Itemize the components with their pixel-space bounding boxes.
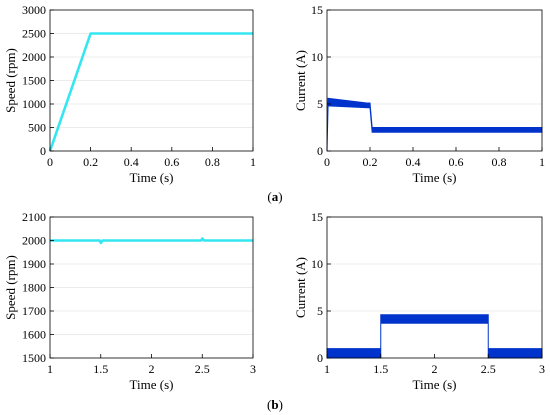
y-tick-label: 0 <box>317 144 323 158</box>
y-tick-label: 1900 <box>22 257 46 271</box>
x-tick-label: 3 <box>539 362 545 376</box>
x-tick-label: 1.5 <box>93 362 108 376</box>
chart-b-current: 0 5 10 15 1 1.5 2 2.5 3 Time (s) Current (A) <box>293 210 545 392</box>
x-tick-label: 2 <box>149 362 155 376</box>
x-tick-label: 2 <box>432 362 438 376</box>
y-tick-label: 0 <box>317 351 323 365</box>
y-tick-label: 500 <box>28 121 46 135</box>
y-tick-label: 2000 <box>22 50 46 64</box>
x-tick-label: 0.4 <box>406 155 421 169</box>
x-axis-label: Time (s) <box>413 377 457 392</box>
caption-a: (a) <box>267 189 283 204</box>
x-tick-label: 0.8 <box>492 155 507 169</box>
y-tick-label: 2500 <box>22 27 46 41</box>
y-tick-label: 10 <box>311 50 323 64</box>
caption-b-letter: b <box>271 397 279 412</box>
x-tick-label: 2.5 <box>481 362 496 376</box>
x-axis-label: Time (s) <box>130 377 174 392</box>
y-tick-label: 5 <box>317 97 323 111</box>
x-axis-label: Time (s) <box>130 170 174 185</box>
x-tick-label: 0.8 <box>205 155 220 169</box>
x-tick-label: 0.2 <box>363 155 378 169</box>
chart-a-speed: 0 500 1000 1500 2000 2500 3000 0 0.2 0.4 0.6 0.8 1 T… <box>3 3 256 185</box>
x-tick-label: 0 <box>324 155 330 169</box>
plot-area <box>327 217 542 358</box>
y-tick-label: 1600 <box>22 328 46 342</box>
y-tick-label: 5 <box>317 304 323 318</box>
x-tick-label: 2.5 <box>195 362 210 376</box>
x-tick-label: 1 <box>324 362 330 376</box>
x-tick-label: 1.5 <box>373 362 388 376</box>
y-tick-label: 10 <box>311 257 323 271</box>
y-tick-label: 1500 <box>22 74 46 88</box>
y-tick-label: 1800 <box>22 281 46 295</box>
y-tick-label: 0 <box>40 144 46 158</box>
x-tick-label: 1 <box>539 155 545 169</box>
y-axis-label: Current (A) <box>293 257 308 318</box>
y-axis-label: Current (A) <box>293 50 308 111</box>
chart-a-current: 0 5 10 15 0 0.2 0.4 0.6 0.8 1 Time (s) Current (A… <box>293 3 545 185</box>
x-axis-label: Time (s) <box>413 170 457 185</box>
caption-a-letter: a <box>271 189 279 204</box>
y-tick-label: 2000 <box>22 234 46 248</box>
y-tick-label: 3000 <box>22 3 46 17</box>
plot-frame <box>326 9 543 152</box>
x-tick-label: 0.6 <box>449 155 464 169</box>
x-tick-label: 0.4 <box>124 155 139 169</box>
x-tick-label: 1 <box>47 362 53 376</box>
y-axis-label: Speed (rpm) <box>3 255 18 320</box>
x-tick-label: 1 <box>250 155 256 169</box>
y-tick-label: 15 <box>311 210 323 224</box>
y-tick-label: 2100 <box>22 210 46 224</box>
y-tick-label: 1700 <box>22 304 46 318</box>
y-tick-label: 1000 <box>22 97 46 111</box>
chart-b-speed: 1500 1600 1700 1800 1900 2000 2100 1 1.5 2 2.5 3 Ti… <box>3 210 256 392</box>
x-tick-label: 3 <box>250 362 256 376</box>
series-line-0 <box>48 32 253 152</box>
y-tick-label: 1500 <box>22 351 46 365</box>
series-line-0 <box>50 237 253 245</box>
y-tick-label: 15 <box>311 3 323 17</box>
y-axis-label: Speed (rpm) <box>3 48 18 113</box>
caption-b: (b) <box>267 397 283 412</box>
x-tick-label: 0.6 <box>164 155 179 169</box>
x-tick-label: 0.2 <box>83 155 98 169</box>
x-tick-label: 0 <box>47 155 53 169</box>
